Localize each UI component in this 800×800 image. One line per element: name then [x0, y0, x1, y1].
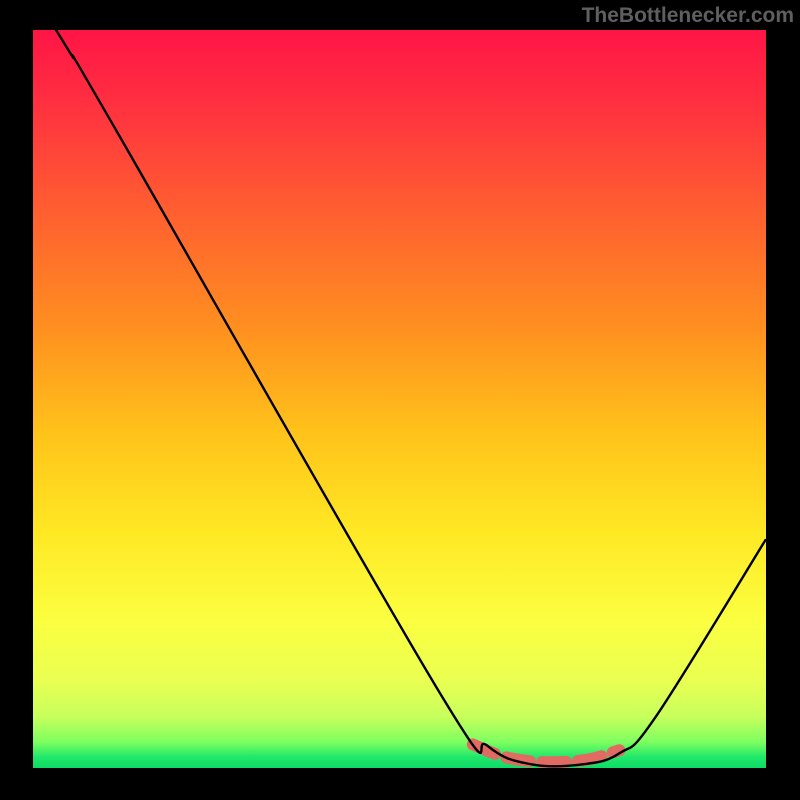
- attribution-label: TheBottlenecker.com: [576, 0, 800, 30]
- chart-outer-frame: TheBottlenecker.com: [0, 0, 800, 800]
- plot-area: [33, 30, 766, 768]
- bottleneck-curve: [33, 30, 766, 766]
- curve-layer: [33, 30, 766, 768]
- optimal-range-band: [473, 744, 620, 762]
